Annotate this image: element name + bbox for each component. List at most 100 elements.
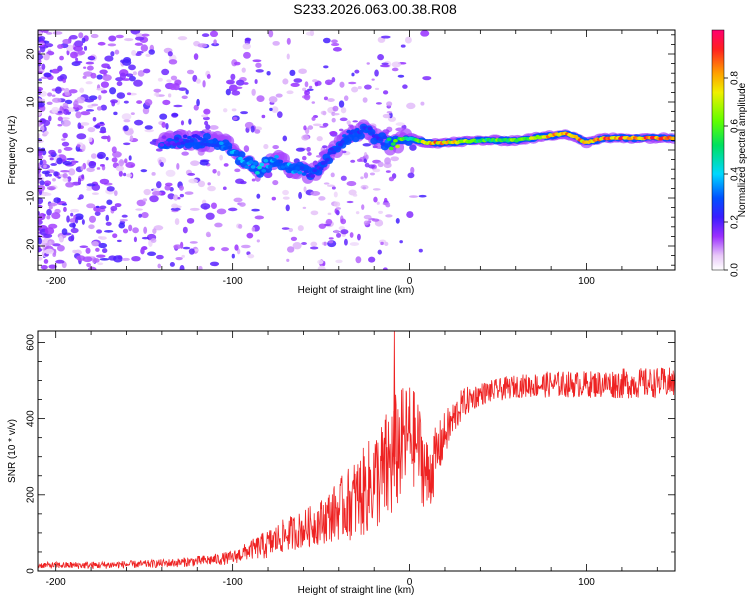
noise-blob <box>177 196 181 200</box>
snr-frame <box>37 330 676 572</box>
noise-blob <box>375 102 382 105</box>
noise-blob <box>85 61 95 65</box>
noise-blob <box>123 142 131 146</box>
noise-blob <box>197 180 206 188</box>
noise-blob <box>167 51 173 57</box>
noise-blob <box>168 59 178 65</box>
ridge-core <box>263 158 269 163</box>
noise-blob <box>38 101 45 108</box>
noise-blob <box>207 185 216 192</box>
noise-blob <box>133 119 144 126</box>
noise-blob <box>96 229 103 234</box>
noise-blob <box>346 181 357 187</box>
noise-blob <box>79 245 89 249</box>
noise-blob <box>43 53 50 61</box>
noise-blob <box>402 84 408 89</box>
noise-blob <box>51 212 61 220</box>
noise-blob <box>102 248 108 254</box>
noise-blob <box>303 125 307 131</box>
noise-blob <box>333 191 338 198</box>
noise-blob <box>123 119 131 123</box>
noise-blob <box>144 98 153 106</box>
x-tick-label: -100 <box>223 577 243 588</box>
noise-blob <box>136 199 146 207</box>
noise-blob <box>305 89 310 93</box>
noise-blob <box>99 69 108 75</box>
noise-blob <box>64 99 73 105</box>
noise-blob <box>82 75 87 79</box>
noise-blob <box>221 247 229 252</box>
noise-blob <box>261 114 266 119</box>
noise-blob <box>332 105 339 112</box>
noise-blob <box>348 81 357 85</box>
noise-blob <box>88 136 93 143</box>
noise-blob <box>164 184 171 191</box>
noise-blob <box>61 228 68 236</box>
noise-blob <box>75 111 82 119</box>
noise-blob <box>126 92 132 96</box>
noise-blob <box>318 196 326 201</box>
noise-blob <box>38 173 42 178</box>
noise-blob <box>207 182 211 186</box>
noise-blob <box>386 110 393 114</box>
noise-blob <box>116 81 123 87</box>
noise-blob <box>331 42 340 47</box>
noise-blob <box>132 71 137 76</box>
noise-blob <box>63 146 73 151</box>
noise-blob <box>38 50 41 54</box>
noise-blob <box>410 166 415 174</box>
noise-blob <box>340 229 349 235</box>
noise-blob <box>46 185 56 191</box>
ridge-core <box>244 165 250 169</box>
noise-blob <box>93 258 100 263</box>
noise-blob <box>105 221 112 226</box>
noise-blob <box>213 39 217 45</box>
noise-blob <box>50 163 58 166</box>
noise-blob <box>97 41 106 46</box>
noise-blob <box>85 109 95 112</box>
noise-blob <box>204 120 209 126</box>
noise-blob <box>323 96 329 101</box>
noise-blob <box>201 33 210 38</box>
ridge-core <box>257 165 262 170</box>
noise-blob <box>361 204 365 210</box>
ridge-core <box>367 126 373 131</box>
noise-blob <box>62 132 68 139</box>
y-tick-label: -10 <box>26 190 37 205</box>
noise-blob <box>317 259 324 265</box>
noise-blob <box>223 108 228 113</box>
x-tick-label: 0 <box>407 577 413 588</box>
noise-blob <box>38 166 42 174</box>
noise-blob <box>420 101 425 106</box>
noise-blob <box>335 207 342 210</box>
noise-blob <box>307 152 312 156</box>
snr-background <box>38 331 675 571</box>
noise-blob <box>187 172 196 176</box>
noise-blob <box>272 180 279 186</box>
snr-x-ticks: -200 -100 0 100 <box>46 331 658 588</box>
snr-y-axis-label: SNR (10 * v/v) <box>7 419 18 483</box>
noise-blob <box>38 42 45 46</box>
noise-blob <box>54 86 62 94</box>
x-tick-label: -200 <box>46 577 66 588</box>
noise-blob <box>62 177 69 182</box>
ridge-core <box>212 138 218 142</box>
noise-blob <box>73 100 79 108</box>
ridge-core <box>218 141 224 146</box>
x-tick-label: 0 <box>407 276 413 287</box>
noise-blob <box>46 32 53 35</box>
noise-blob <box>151 171 156 176</box>
noise-blob <box>226 79 235 85</box>
noise-blob <box>165 169 176 177</box>
noise-blob <box>391 61 402 68</box>
noise-blob <box>113 255 123 263</box>
ridge-core <box>278 159 284 164</box>
ridge-core <box>255 171 260 175</box>
noise-blob <box>104 55 114 62</box>
noise-blob <box>43 259 49 264</box>
noise-blob <box>404 36 412 44</box>
noise-blob <box>169 83 177 91</box>
noise-blob <box>268 30 274 38</box>
noise-blob <box>272 145 279 150</box>
